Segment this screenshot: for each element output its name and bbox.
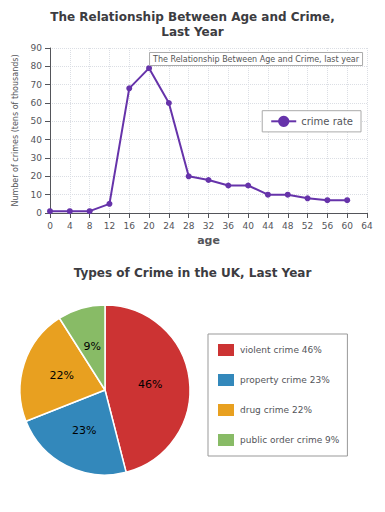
svg-text:28: 28 [183,221,195,231]
svg-text:10: 10 [31,190,43,200]
svg-text:9%: 9% [84,340,101,353]
svg-text:36: 36 [223,221,235,231]
svg-text:0: 0 [47,221,53,231]
svg-text:0: 0 [36,208,42,218]
svg-text:The Relationship Between Age a: The Relationship Between Age and Crime, … [152,55,360,64]
svg-text:40: 40 [242,221,254,231]
svg-text:crime rate: crime rate [301,116,353,127]
svg-text:64: 64 [361,221,373,231]
svg-text:40: 40 [31,135,43,145]
svg-text:24: 24 [163,221,175,231]
svg-text:23%: 23% [72,424,96,437]
svg-text:50: 50 [31,116,43,126]
svg-text:46%: 46% [138,378,162,391]
svg-text:Number of crimes (tens of thou: Number of crimes (tens of thousands) [11,54,20,206]
svg-text:The Relationship Between Age a: The Relationship Between Age and Crime, [50,10,335,24]
svg-text:property crime 23%: property crime 23% [240,375,330,385]
svg-text:20: 20 [31,171,43,181]
svg-text:4: 4 [67,221,73,231]
svg-text:22%: 22% [50,369,74,382]
svg-text:Last Year: Last Year [161,25,224,39]
svg-text:drug crime 22%: drug crime 22% [240,405,312,415]
svg-text:32: 32 [203,221,214,231]
svg-text:60: 60 [341,221,353,231]
svg-text:56: 56 [322,221,334,231]
svg-text:44: 44 [262,221,274,231]
svg-text:48: 48 [282,221,294,231]
svg-text:52: 52 [302,221,313,231]
svg-text:violent crime 46%: violent crime 46% [240,345,322,355]
svg-text:30: 30 [31,153,43,163]
svg-text:20: 20 [143,221,155,231]
svg-text:public order crime 9%: public order crime 9% [240,435,340,445]
svg-text:90: 90 [31,43,43,53]
svg-text:16: 16 [124,221,136,231]
svg-text:70: 70 [31,80,43,90]
svg-text:Types of Crime in the UK, Last: Types of Crime in the UK, Last Year [74,266,312,280]
svg-text:60: 60 [31,98,43,108]
svg-text:80: 80 [31,61,43,71]
svg-text:8: 8 [87,221,93,231]
svg-text:12: 12 [104,221,115,231]
svg-text:age: age [197,234,220,247]
